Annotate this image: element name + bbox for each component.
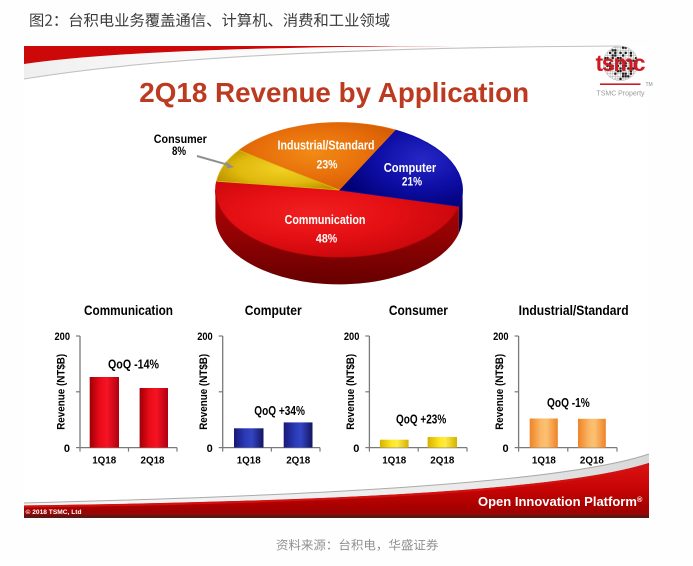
svg-text:tsmc: tsmc — [596, 50, 646, 76]
svg-text:2Q18: 2Q18 — [286, 456, 310, 467]
svg-text:200: 200 — [344, 331, 360, 343]
svg-text:Communication: Communication — [84, 302, 173, 318]
svg-text:Consumer: Consumer — [389, 302, 448, 318]
svg-text:0: 0 — [64, 443, 70, 455]
svg-text:© 2018 TSMC, Ltd: © 2018 TSMC, Ltd — [26, 508, 82, 516]
svg-text:0: 0 — [502, 443, 508, 455]
svg-text:23%: 23% — [317, 160, 338, 172]
svg-text:1Q18: 1Q18 — [532, 456, 556, 467]
svg-text:Communication: Communication — [285, 212, 366, 227]
svg-text:QoQ +34%: QoQ +34% — [254, 403, 305, 418]
svg-text:0: 0 — [353, 443, 359, 455]
svg-text:0: 0 — [207, 443, 213, 455]
svg-text:8%: 8% — [172, 144, 186, 158]
svg-text:Computer: Computer — [384, 160, 437, 175]
svg-text:21%: 21% — [402, 177, 422, 189]
svg-text:200: 200 — [493, 331, 509, 343]
svg-text:Computer: Computer — [245, 302, 302, 318]
svg-text:QoQ -1%: QoQ -1% — [547, 395, 590, 410]
svg-text:QoQ +23%: QoQ +23% — [396, 412, 447, 427]
svg-text:1Q18: 1Q18 — [92, 456, 116, 467]
svg-text:2Q18: 2Q18 — [141, 456, 165, 467]
svg-text:Open Innovation Platform®: Open Innovation Platform® — [478, 494, 643, 509]
svg-text:2Q18: 2Q18 — [430, 456, 454, 467]
svg-text:2Q18 Revenue by Application: 2Q18 Revenue by Application — [139, 77, 529, 108]
svg-text:TSMC Property: TSMC Property — [597, 89, 645, 98]
svg-text:Revenue (NT$B): Revenue (NT$B) — [345, 354, 357, 430]
svg-text:Consumer: Consumer — [154, 132, 207, 146]
svg-text:Industrial/Standard: Industrial/Standard — [278, 137, 375, 152]
svg-text:QoQ -14%: QoQ -14% — [108, 356, 159, 371]
svg-text:48%: 48% — [316, 233, 337, 245]
svg-text:Revenue (NT$B): Revenue (NT$B) — [198, 354, 210, 430]
svg-text:TM: TM — [646, 82, 653, 88]
svg-text:Revenue (NT$B): Revenue (NT$B) — [56, 354, 68, 430]
svg-text:200: 200 — [55, 331, 71, 343]
svg-text:Industrial/Standard: Industrial/Standard — [519, 302, 629, 318]
svg-text:2Q18: 2Q18 — [580, 456, 604, 467]
svg-text:Revenue (NT$B): Revenue (NT$B) — [494, 354, 506, 430]
svg-text:1Q18: 1Q18 — [382, 456, 406, 467]
svg-text:1Q18: 1Q18 — [237, 456, 261, 467]
svg-text:200: 200 — [197, 331, 213, 343]
